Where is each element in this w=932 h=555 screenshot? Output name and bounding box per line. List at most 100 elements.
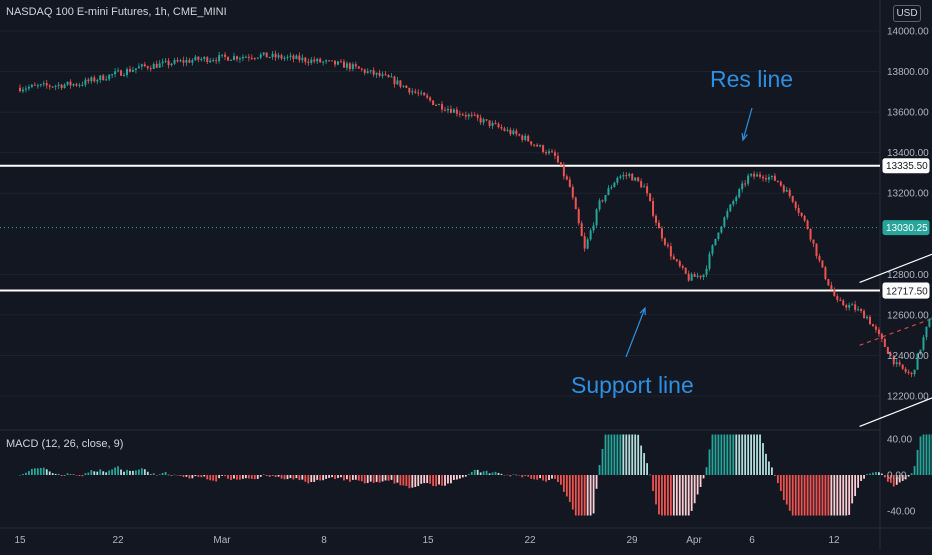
candle-body xyxy=(542,145,544,152)
candle-body xyxy=(465,115,467,117)
macd-bar xyxy=(177,475,179,476)
macd-bar xyxy=(189,475,191,479)
macd-title[interactable]: MACD (12, 26, close, 9) xyxy=(6,438,123,450)
macd-bar xyxy=(813,475,815,516)
macd-bar xyxy=(557,475,559,482)
macd-bar xyxy=(272,475,274,476)
macd-bar xyxy=(263,474,265,475)
candle-body xyxy=(230,60,232,61)
candle-body xyxy=(471,115,473,116)
candle-body xyxy=(489,120,491,126)
macd-bar xyxy=(483,471,485,475)
macd-bar xyxy=(875,472,877,475)
macd-bar xyxy=(768,461,770,475)
macd-bar xyxy=(298,475,300,480)
macd-bar xyxy=(682,475,684,516)
candle-body xyxy=(456,110,458,114)
macd-bar xyxy=(911,473,913,475)
candle-body xyxy=(239,58,241,59)
currency-button[interactable]: USD xyxy=(893,5,921,22)
candle-body xyxy=(590,230,592,239)
candle-body xyxy=(596,209,598,225)
candle-body xyxy=(896,362,898,364)
candle-body xyxy=(248,57,250,58)
candle-body xyxy=(385,74,387,75)
macd-bar xyxy=(340,475,342,477)
macd-bar xyxy=(417,475,419,486)
macd-bar xyxy=(477,470,479,475)
macd-bar xyxy=(245,475,247,478)
candle-body xyxy=(560,162,562,165)
macd-bar xyxy=(560,475,562,485)
candle-body xyxy=(182,60,184,62)
candle-body xyxy=(836,296,838,300)
candle-body xyxy=(78,85,80,86)
candle-body xyxy=(762,177,764,178)
candle-body xyxy=(75,84,77,85)
candle-body xyxy=(108,75,110,80)
candle-body xyxy=(242,57,244,58)
macd-bar xyxy=(432,475,434,486)
macd-bar xyxy=(343,475,345,480)
candle-body xyxy=(631,174,633,181)
candle-body xyxy=(361,69,363,70)
candle-body xyxy=(833,290,835,296)
price-tick-label: 13800.00 xyxy=(887,67,929,78)
macd-bar xyxy=(492,472,494,475)
candle-body xyxy=(31,85,33,87)
candle-body xyxy=(714,239,716,245)
candle-body xyxy=(227,57,229,61)
macd-bar xyxy=(501,474,503,475)
candle-body xyxy=(515,131,517,135)
trend-channel xyxy=(860,86,932,427)
macd-bar xyxy=(465,475,467,477)
macd-bar xyxy=(141,468,143,475)
candle-body xyxy=(676,259,678,261)
candle-body xyxy=(319,59,321,62)
candle-body xyxy=(420,93,422,94)
macd-bar xyxy=(596,475,598,489)
macd-bar xyxy=(456,475,458,480)
candle-body xyxy=(497,124,499,127)
candle-body xyxy=(622,175,624,176)
macd-bar xyxy=(518,475,520,476)
symbol-title[interactable]: NASDAQ 100 E-mini Futures, 1h, CME_MINI xyxy=(6,6,227,18)
candle-body xyxy=(28,87,30,89)
candle-body xyxy=(200,59,202,60)
macd-bar xyxy=(123,472,125,475)
res-arrow xyxy=(742,108,752,140)
macd-bar xyxy=(741,435,743,476)
candle-body xyxy=(58,85,60,86)
candle-body xyxy=(584,236,586,248)
candle-body xyxy=(637,177,639,181)
macd-bar xyxy=(40,468,42,475)
time-tick-label: 6 xyxy=(749,535,755,546)
price-tick-label: 14000.00 xyxy=(887,27,929,38)
macd-bar xyxy=(108,470,110,475)
candle-body xyxy=(203,57,205,59)
macd-bar xyxy=(572,475,574,510)
macd-bar xyxy=(468,474,470,475)
macd-bar xyxy=(777,475,779,483)
candle-body xyxy=(578,209,580,223)
macd-histogram xyxy=(19,435,932,516)
macd-bar xyxy=(388,475,390,481)
macd-bar xyxy=(248,475,250,478)
annotation-arrows xyxy=(626,108,752,357)
macd-bar xyxy=(723,435,725,476)
candle-body xyxy=(881,334,883,339)
candle-body xyxy=(884,339,886,347)
candle-body xyxy=(744,183,746,184)
candle-body xyxy=(322,62,324,63)
macd-bar xyxy=(628,435,630,476)
candle-body xyxy=(527,136,529,141)
time-tick-label: 29 xyxy=(626,535,638,546)
candle-body xyxy=(599,200,601,209)
macd-bar xyxy=(144,469,146,475)
macd-bar xyxy=(848,475,850,515)
candle-body xyxy=(447,109,449,110)
macd-bar xyxy=(649,475,651,476)
macd-bar xyxy=(798,475,800,516)
candle-body xyxy=(792,196,794,202)
macd-bar xyxy=(667,475,669,516)
